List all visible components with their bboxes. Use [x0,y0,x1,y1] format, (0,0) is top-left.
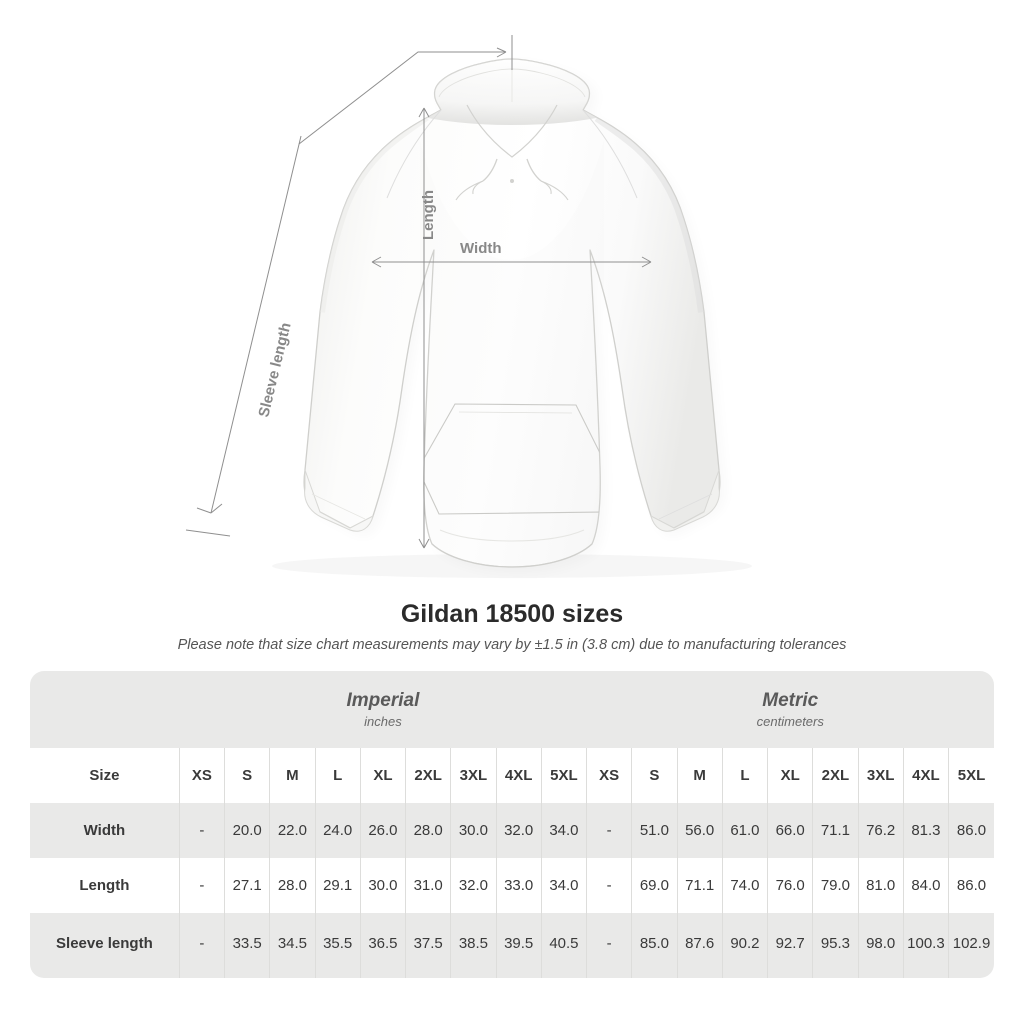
svg-text:Length: Length [420,190,437,240]
svg-text:Width: Width [460,240,502,257]
svg-text:Sleeve length: Sleeve length [255,321,294,419]
